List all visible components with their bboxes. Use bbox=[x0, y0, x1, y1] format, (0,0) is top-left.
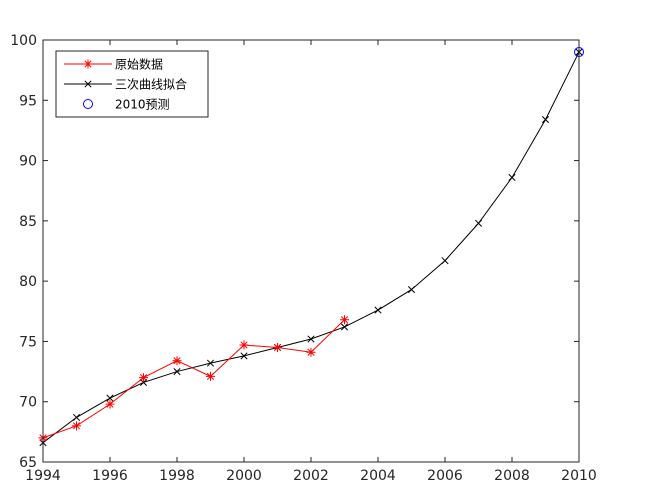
series-2-point-stroke bbox=[173, 368, 181, 376]
series-2-point-stroke bbox=[541, 116, 550, 124]
x-tick-label: 1996 bbox=[92, 468, 128, 484]
y-tick-label: 100 bbox=[10, 33, 37, 49]
series-2-point-stroke bbox=[307, 335, 315, 343]
series-1-point-stroke bbox=[139, 374, 148, 382]
series-2-point bbox=[541, 116, 550, 124]
series-1-point-stroke bbox=[173, 357, 181, 365]
series-1-point bbox=[340, 315, 349, 325]
series-2-point-stroke bbox=[374, 306, 382, 314]
x-tick-label: 2008 bbox=[494, 468, 530, 484]
legend-marker bbox=[84, 80, 92, 88]
series-2-point bbox=[474, 219, 483, 227]
legend-entry-3: 2010预测 bbox=[83, 98, 170, 112]
series-2-point-stroke bbox=[407, 286, 416, 294]
x-tick-label: 2000 bbox=[226, 468, 262, 484]
legend-marker-ring bbox=[83, 99, 93, 109]
series-2 bbox=[39, 48, 583, 447]
legend-label: 2010预测 bbox=[115, 98, 170, 112]
y-tick-label: 70 bbox=[19, 395, 37, 411]
series-2-point-stroke bbox=[206, 359, 215, 367]
series-1-point bbox=[239, 340, 249, 350]
series-2-point bbox=[407, 286, 416, 294]
series-2-point bbox=[72, 413, 81, 421]
x-tick-label: 2006 bbox=[427, 468, 463, 484]
legend-entry-1: 原始数据 bbox=[64, 57, 163, 72]
series-2-point bbox=[340, 323, 349, 331]
series-2-point bbox=[508, 173, 516, 182]
series-1-line bbox=[42, 319, 345, 439]
x-tick-label: 1994 bbox=[25, 468, 61, 484]
series-2-point-stroke bbox=[441, 257, 449, 265]
series-1-point-stroke bbox=[206, 372, 215, 380]
series-1-point bbox=[273, 342, 282, 352]
series-1-point bbox=[172, 356, 182, 366]
legend-label: 三次曲线拟合 bbox=[115, 77, 187, 92]
series-2-point bbox=[173, 368, 181, 376]
x-tick-label: 2004 bbox=[360, 468, 396, 484]
legend-marker bbox=[83, 59, 93, 69]
x-tick-label: 2010 bbox=[561, 468, 597, 484]
series-2-point-stroke bbox=[72, 413, 81, 421]
series-2-point-stroke bbox=[474, 219, 483, 227]
x-tick-label: 2002 bbox=[293, 468, 329, 484]
series-2-point bbox=[307, 335, 315, 343]
y-tick-label: 95 bbox=[19, 93, 37, 109]
series-2-point-stroke bbox=[106, 394, 114, 402]
legend-marker bbox=[83, 99, 93, 109]
series-2-point bbox=[441, 257, 449, 265]
series-1-point bbox=[139, 373, 148, 383]
y-tick-label: 85 bbox=[19, 214, 37, 230]
legend-entry-2: 三次曲线拟合 bbox=[64, 77, 187, 92]
y-tick-label: 80 bbox=[19, 274, 37, 290]
legend-label: 原始数据 bbox=[115, 57, 163, 72]
series-1-point-stroke bbox=[340, 316, 349, 324]
series-2-point bbox=[206, 359, 215, 367]
series-2-point bbox=[106, 394, 114, 402]
series-1-point-stroke bbox=[72, 422, 81, 430]
legend-marker-stroke bbox=[84, 80, 92, 88]
series-1-point-stroke bbox=[106, 400, 114, 408]
series-2-point-stroke bbox=[508, 173, 516, 182]
series-1-point bbox=[206, 371, 215, 381]
series-1-point-stroke bbox=[273, 343, 282, 352]
axes: 1994 1996 1998 2000 2002 2004 2006 2008 2010 65 70… bbox=[10, 33, 597, 484]
series-1-point bbox=[306, 347, 316, 357]
y-tick-label: 65 bbox=[19, 455, 37, 471]
series-2-point bbox=[240, 352, 248, 360]
series-2-point bbox=[374, 306, 382, 314]
series-1 bbox=[38, 315, 349, 443]
y-tick-label: 75 bbox=[19, 334, 37, 350]
series-1-point-stroke bbox=[307, 348, 315, 356]
series-1-point-stroke bbox=[240, 341, 248, 349]
series-2-point-stroke bbox=[340, 323, 349, 331]
series-1-point bbox=[105, 399, 115, 409]
plot-area bbox=[38, 47, 584, 447]
x-tick-label: 1998 bbox=[159, 468, 195, 484]
series-2-point-stroke bbox=[240, 352, 248, 360]
series-1-point bbox=[72, 421, 81, 431]
y-tick-label: 90 bbox=[19, 154, 37, 170]
legend-marker-stroke bbox=[84, 60, 92, 68]
